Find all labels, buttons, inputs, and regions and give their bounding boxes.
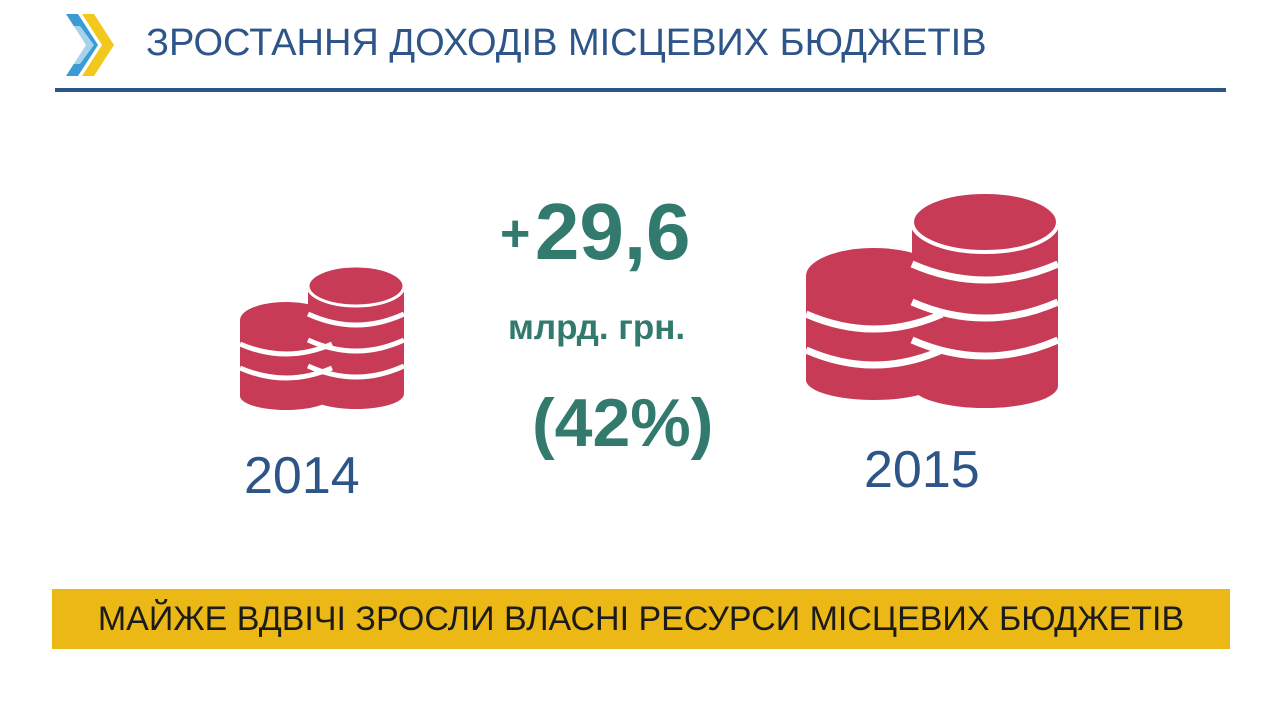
page-title: ЗРОСТАННЯ ДОХОДІВ МІСЦЕВИХ БЮДЖЕТІВ [146,22,987,64]
summary-banner-text: МАЙЖЕ ВДВІЧІ ЗРОСЛИ ВЛАСНІ РЕСУРСИ МІСЦЕ… [97,599,1185,638]
year-2014-label: 2014 [244,447,360,505]
increase-amount: + 29,6 [500,186,691,278]
increase-unit: млрд. грн. [508,308,686,347]
coins-stack-icon-2015 [804,190,1060,408]
increase-value: 29,6 [534,187,691,276]
year-2015-label: 2015 [864,441,980,499]
increase-prefix: + [500,205,531,263]
increase-percent: (42%) [532,385,714,461]
chevron-arrows-logo-icon [66,14,114,76]
title-divider [55,88,1226,92]
summary-banner: МАЙЖЕ ВДВІЧІ ЗРОСЛИ ВЛАСНІ РЕСУРСИ МІСЦЕ… [52,589,1230,649]
coins-stack-icon-2014 [239,264,406,410]
